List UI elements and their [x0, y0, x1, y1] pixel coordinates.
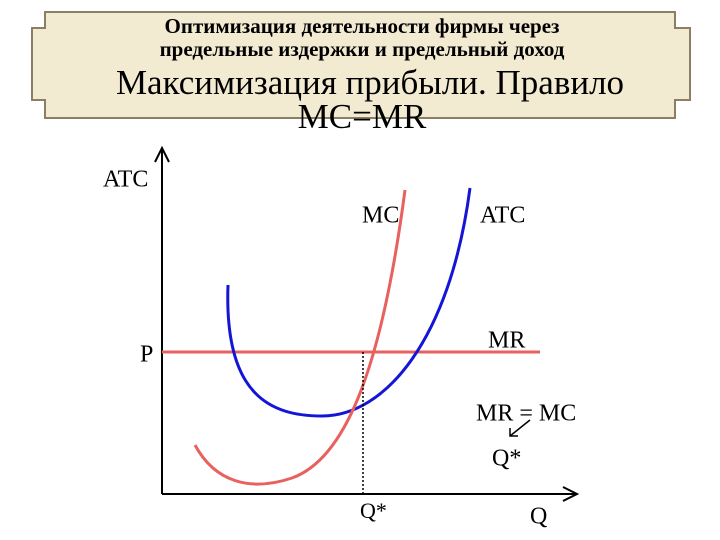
- x-arrow: [562, 486, 580, 502]
- x-axis-label: Q: [530, 504, 547, 530]
- title-line: предельные издержки и предельный доход: [160, 37, 565, 61]
- mc-curve: [193, 189, 407, 486]
- title-line: Оптимизация деятельности фирмы через: [165, 14, 560, 38]
- axes: [154, 145, 580, 502]
- rule-annotation: MR = MC: [476, 401, 576, 427]
- mr-label: MR: [488, 328, 525, 354]
- result-annotation: Q*: [492, 446, 521, 472]
- subtitle-line: MC=MR: [298, 97, 427, 136]
- annotation-arrow: [509, 419, 531, 437]
- y-axis-label: ATC: [103, 167, 148, 193]
- atc-curve: [226, 187, 472, 418]
- q-star-label: Q*: [360, 498, 387, 523]
- price-label: P: [140, 342, 153, 368]
- mc-label: MC: [362, 203, 399, 229]
- subtitle-line: Максимизация прибыли. Правило: [116, 63, 624, 102]
- banner: [31, 11, 691, 119]
- atc-label: ATC: [480, 203, 525, 229]
- y-arrow: [154, 145, 170, 163]
